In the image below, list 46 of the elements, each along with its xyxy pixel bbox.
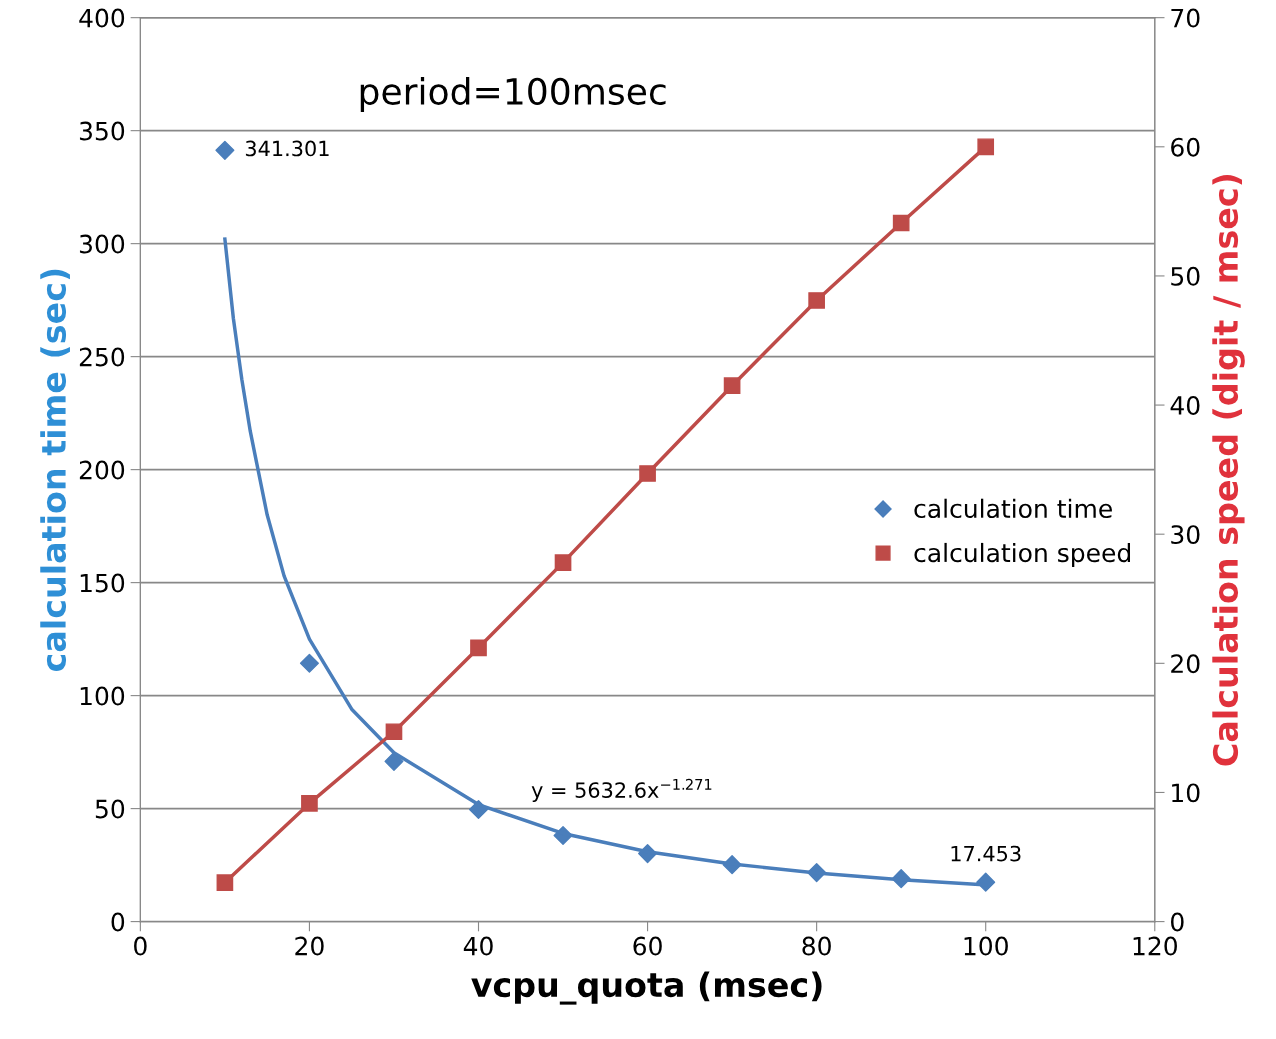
point [470,639,487,657]
data-label: 17.453 [951,845,1021,862]
data-label: 341.301 [245,140,329,157]
y-tick-label: 250 [79,347,125,367]
x-tick-label: 0 [134,936,147,956]
y2-tick-label: 40 [1170,396,1200,415]
x-tick-label: 40 [463,936,493,956]
y2-tick-label: 60 [1171,137,1200,157]
point [215,140,235,160]
y-tick-label: 300 [79,234,125,254]
y2-tick-label: 20 [1171,654,1200,674]
x-tick-label: 100 [964,936,1008,956]
point [385,723,403,741]
legend-label: calculation speed [914,542,1130,568]
x-tick-label: 60 [633,936,662,956]
x-tick-label: 120 [1133,936,1177,956]
y-tick-label: 0 [111,912,125,932]
point [639,465,656,482]
y-tick-label: 150 [80,573,125,593]
y-tick-label: 200 [79,460,125,480]
y2-tick-label: 70 [1171,8,1200,28]
point [216,874,234,891]
y2-tick-label: 10 [1172,783,1200,803]
point [301,795,318,812]
point [554,554,572,571]
point [723,377,741,395]
x-axis-title: vcpu_quota (msec) [471,971,822,1005]
point [384,751,404,771]
annotation: period=100msec [360,77,666,112]
x-tick-label: 80 [802,936,831,956]
y-tick-label: 100 [80,686,125,706]
x-tick-label: 20 [295,936,324,956]
y-tick-label: 400 [79,8,125,28]
annotation: y = 5632.6x$^{−1.271}$ [531,778,712,802]
point [299,653,319,673]
y2-tick-label: 30 [1171,525,1200,545]
y-tick-label: 50 [95,799,125,819]
point [808,292,825,309]
y-axis-title: calculation time (sec) [40,269,70,672]
y-tick-label: 350 [79,121,125,141]
legend-label: calculation time [914,498,1112,519]
point [977,138,995,156]
y2-tick-label: 50 [1171,266,1200,286]
y2-tick-label: 0 [1171,912,1184,932]
point [892,214,910,232]
y2-axis-title: Calculation speed (digit / msec) [1212,174,1245,766]
